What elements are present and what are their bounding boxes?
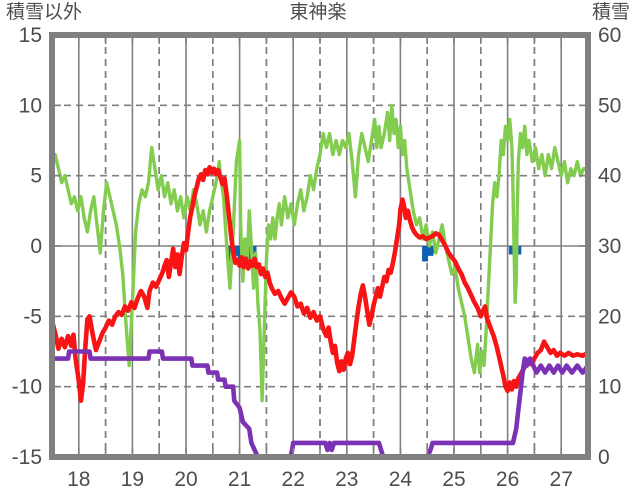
y-axis-right-tick: 10: [598, 376, 621, 399]
y-axis-right-tick: 40: [598, 165, 621, 188]
y-axis-left-tick: 15: [19, 24, 42, 47]
x-axis-tick: 24: [389, 468, 413, 491]
y-axis-left-tick: 5: [30, 165, 42, 188]
y-axis-left-tick: 10: [19, 94, 42, 117]
data-series-layer: [49, 103, 591, 460]
y-axis-right-tick: 20: [598, 305, 621, 328]
x-axis-tick: 19: [121, 468, 144, 491]
x-axis-tick: 20: [174, 468, 197, 491]
x-axis-tick: 23: [335, 468, 358, 491]
x-axis-tick: 25: [442, 468, 465, 491]
x-axis-tick: 18: [67, 468, 90, 491]
y-axis-left-tick: -15: [12, 446, 42, 469]
right-axis-title: 積雪: [591, 2, 630, 23]
y-axis-left-tick: 0: [30, 235, 42, 258]
x-axis-tick: 21: [228, 468, 251, 491]
y-axis-right-tick: 30: [598, 235, 621, 258]
axis-ticks: [52, 34, 588, 458]
page-title: 東神楽: [289, 2, 347, 23]
left-axis-title: 積雪以外: [6, 2, 83, 23]
y-axis-left-tick: -5: [23, 305, 42, 328]
y-axis-right-tick: 60: [598, 24, 621, 47]
x-axis-tick: 27: [550, 468, 573, 491]
y-axis-right-tick: 0: [598, 446, 610, 469]
y-axis-right-tick: 50: [598, 94, 621, 117]
y-axis-left-tick: -10: [12, 376, 42, 399]
gridlines: [52, 35, 588, 457]
x-axis-tick: 22: [282, 468, 305, 491]
x-axis-tick: 26: [496, 468, 519, 491]
